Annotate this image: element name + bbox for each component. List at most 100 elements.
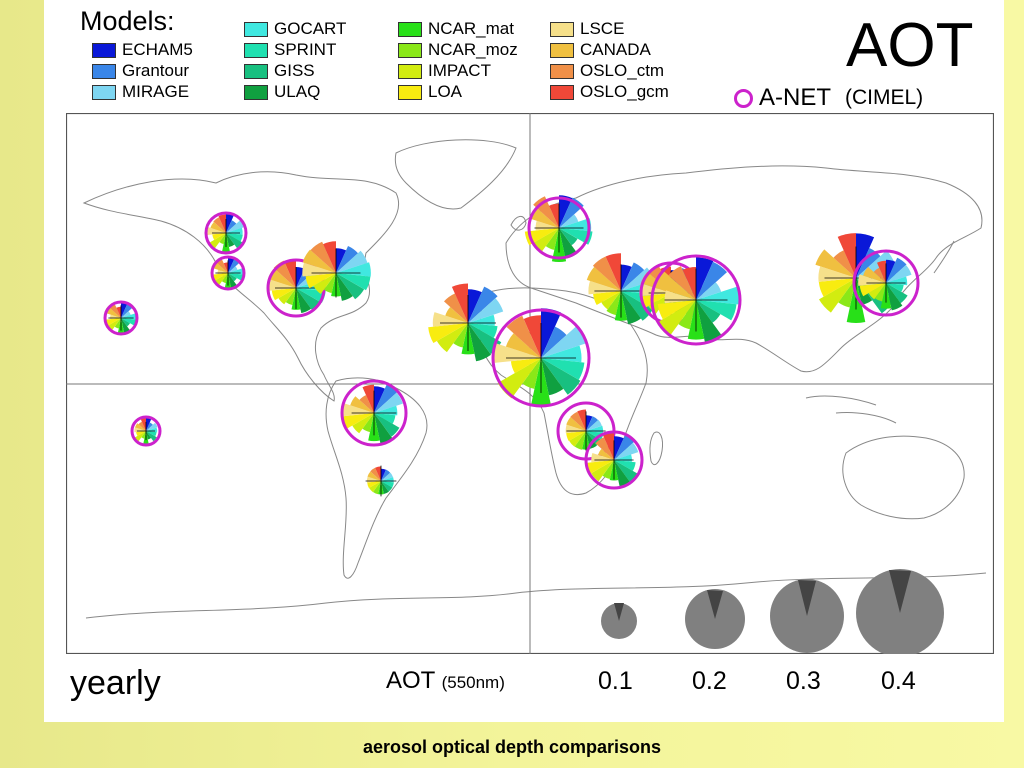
- legend-item-ulaq: ULAQ: [244, 82, 320, 101]
- rose-wedge: [121, 301, 128, 318]
- observation-sublabel: (CIMEL): [845, 86, 924, 109]
- australia-outline: [842, 435, 965, 520]
- rose-wedge: [223, 262, 228, 273]
- rose-wedge: [886, 283, 904, 292]
- legend-label: OSLO_gcm: [580, 82, 669, 101]
- rose-wedge: [374, 384, 398, 413]
- legend-label: ECHAM5: [122, 40, 193, 59]
- legend-swatch: [398, 21, 422, 37]
- rose-wedge: [146, 431, 157, 442]
- rose-wedge: [135, 423, 146, 431]
- rose-wedge: [696, 257, 714, 300]
- rose-wedge: [381, 481, 394, 488]
- legend-item-impact: IMPACT: [398, 61, 491, 80]
- rose-wedge: [696, 282, 722, 300]
- rose-wedge: [336, 273, 353, 301]
- rose-wedge: [362, 413, 374, 433]
- scale-unit: (550nm): [441, 673, 505, 692]
- rose-wedge: [444, 293, 468, 323]
- legend-label: LOA: [428, 82, 463, 101]
- rose-wedge: [336, 273, 365, 300]
- rose-wedge: [877, 260, 886, 283]
- legend-label: NCAR_mat: [428, 19, 514, 38]
- rose-wedge: [601, 291, 621, 310]
- rose-wedge: [226, 233, 243, 242]
- rose-wedge: [302, 249, 336, 273]
- rose-wedge: [146, 422, 158, 431]
- legend-swatch: [398, 42, 422, 58]
- observation-ring: [204, 211, 248, 255]
- rose-wedge: [226, 213, 235, 233]
- rose-wedge: [621, 267, 655, 291]
- legend-item-loa: LOA: [398, 82, 463, 101]
- rose-wedge: [350, 396, 374, 413]
- rose-wedge: [541, 326, 567, 358]
- legend-item-ncar-mat: NCAR_mat: [398, 19, 514, 38]
- rose-wedge: [873, 267, 886, 283]
- legend-label: OSLO_ctm: [580, 61, 665, 80]
- observation-ring: [852, 249, 920, 317]
- rose-wedge: [313, 273, 336, 294]
- rose-wedge: [226, 220, 244, 233]
- rose-wedge: [549, 203, 559, 228]
- legend-swatch: [92, 84, 116, 100]
- rose-wedge: [522, 358, 541, 389]
- legend-item-sprint: SPRINT: [244, 40, 336, 59]
- rose-wedge: [109, 303, 121, 318]
- legend-label: GOCART: [274, 19, 347, 38]
- rose-wedge: [859, 283, 886, 297]
- rose-wedge: [226, 233, 235, 247]
- legend-item-oslo-ctm: OSLO_ctm: [550, 61, 665, 80]
- rose-wedge: [381, 469, 391, 481]
- rose-wedge: [114, 318, 121, 329]
- rose-wedge: [598, 448, 614, 460]
- observation-ring: [584, 430, 644, 490]
- rose-wedge: [586, 415, 593, 431]
- rose-wedge: [621, 291, 653, 321]
- site-rose: [302, 241, 371, 301]
- rose-wedge: [445, 307, 468, 323]
- legend-label: NCAR_moz: [428, 40, 518, 59]
- site-rose: [266, 258, 326, 318]
- south-america-outline: [325, 377, 428, 579]
- rose-wedge: [323, 241, 336, 273]
- rose-wedge: [818, 278, 856, 297]
- site-markers: [103, 195, 920, 497]
- site-rose: [103, 300, 139, 336]
- scale-value-0-2: 0.2: [692, 667, 727, 695]
- rose-wedge: [819, 278, 856, 313]
- japan-outline: [933, 240, 955, 274]
- rose-wedge: [352, 413, 374, 434]
- legend-item-giss: GISS: [244, 61, 315, 80]
- observation-ring: [491, 308, 591, 408]
- rose-wedge: [218, 214, 226, 233]
- rose-wedge: [874, 283, 886, 302]
- rose-wedge: [505, 333, 541, 358]
- legend-swatch: [244, 21, 268, 37]
- rose-wedge: [621, 264, 632, 291]
- rose-wedge: [621, 262, 645, 291]
- rose-wedge: [838, 278, 856, 308]
- rose-wedge: [336, 248, 347, 273]
- rose-wedge: [116, 306, 121, 318]
- legend-item-canada: CANADA: [550, 40, 651, 59]
- rose-wedge: [146, 422, 153, 431]
- rose-wedge: [696, 300, 721, 323]
- site-rose: [204, 211, 248, 255]
- greenland-outline: [394, 139, 517, 210]
- rose-wedge: [559, 195, 573, 228]
- rose-wedge: [278, 288, 296, 305]
- legend-title: Models:: [80, 6, 175, 36]
- legend-label: CANADA: [580, 40, 651, 59]
- rose-wedge: [228, 273, 245, 282]
- rose-wedge: [510, 358, 541, 374]
- uk-outline: [510, 216, 527, 231]
- legend-swatch: [92, 63, 116, 79]
- rose-wedge: [468, 323, 498, 338]
- rose-wedge: [614, 460, 630, 487]
- rose-wedge: [370, 467, 381, 481]
- rose-wedge: [146, 431, 157, 437]
- rose-wedge: [140, 418, 146, 431]
- legend-item-grantour: Grantour: [92, 61, 189, 80]
- rose-wedge: [621, 291, 641, 325]
